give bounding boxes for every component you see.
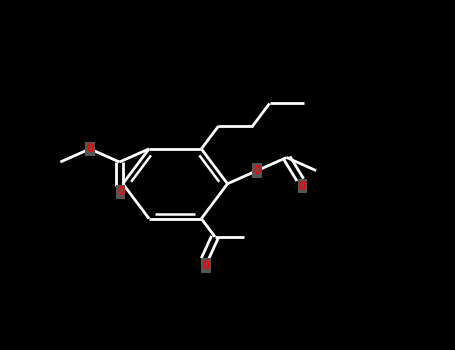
Text: O: O (253, 164, 261, 177)
Text: O: O (117, 186, 125, 198)
Text: O: O (86, 142, 94, 155)
Text: O: O (299, 180, 306, 193)
Text: O: O (202, 259, 210, 272)
